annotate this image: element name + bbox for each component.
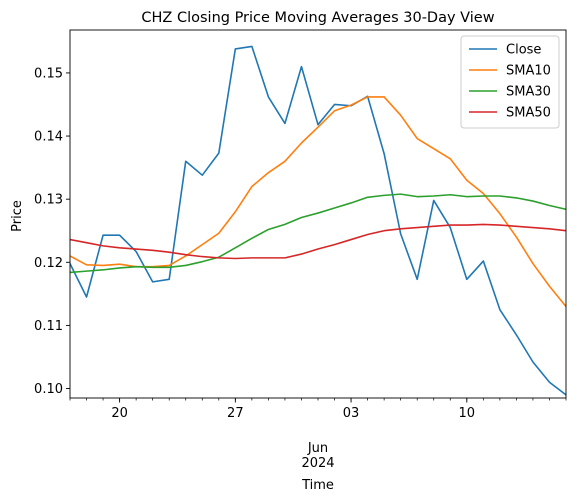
- series-line-close: [70, 45, 566, 396]
- x-tick-label: 10: [459, 406, 476, 421]
- y-tick-label: 0.14: [34, 130, 63, 145]
- y-axis-label: Price: [10, 200, 25, 232]
- y-tick-label: 0.10: [34, 382, 63, 397]
- legend-box: [460, 35, 560, 129]
- legend-label-close: Close: [506, 43, 541, 58]
- y-tick-label: 0.15: [34, 66, 63, 81]
- legend-label-sma10: SMA10: [506, 64, 551, 79]
- series-line-sma50: [70, 223, 566, 260]
- chart-title: CHZ Closing Price Moving Averages 30-Day…: [141, 10, 494, 26]
- x-tick-label: 20: [111, 406, 128, 421]
- legend: Close SMA10 SMA30 SMA50: [460, 35, 560, 129]
- series-line-sma30: [70, 193, 566, 274]
- y-tick-label: 0.12: [34, 256, 63, 271]
- x-tick-label: 03: [343, 406, 360, 421]
- x-tick-label: 27: [227, 406, 244, 421]
- x-month-label: Jun: [307, 441, 328, 456]
- legend-label-sma30: SMA30: [506, 85, 551, 100]
- x-year-label: 2024: [301, 456, 334, 471]
- series-layer: [70, 45, 566, 396]
- x-axis-label: Time: [301, 478, 334, 493]
- legend-label-sma50: SMA50: [506, 106, 551, 121]
- y-tick-label: 0.11: [34, 319, 63, 334]
- y-tick-label: 0.13: [34, 193, 63, 208]
